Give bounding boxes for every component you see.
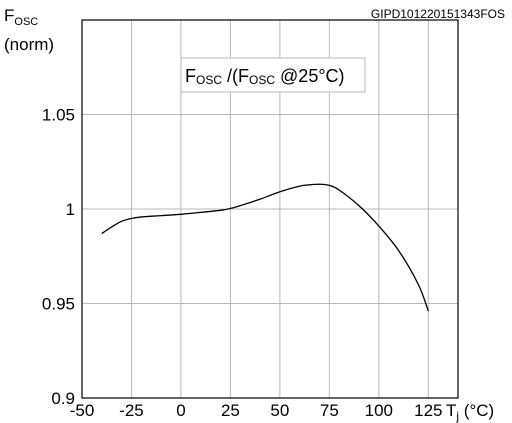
series-line (101, 183, 429, 312)
y-tick-label: 0.95 (42, 295, 75, 314)
x-tick-label: 125 (414, 401, 442, 420)
plot-frame (81, 19, 459, 399)
x-tick-label: -50 (70, 401, 95, 420)
x-tick-label: -25 (119, 401, 144, 420)
x-tick-label: 75 (320, 401, 339, 420)
x-tick-label: 100 (365, 401, 393, 420)
x-tick-label: 0 (176, 401, 185, 420)
y-tick-label: 1.05 (42, 106, 75, 125)
y-tick-label: 0.9 (51, 389, 75, 408)
y-axis-unit: (norm) (4, 35, 54, 54)
x-tick-label: 50 (270, 401, 289, 420)
x-tick-labels: -50 -25 0 25 50 75 100 125 (70, 401, 443, 420)
chart-title: FOSC /(FOSC @25°C) (185, 66, 345, 87)
y-axis-label: FOSC (4, 6, 38, 28)
document-id: GIPD101220151343FOS (371, 7, 505, 21)
grid-horizontal (82, 114, 458, 304)
title-box (180, 57, 366, 93)
x-axis-label: Tj (°C) (446, 401, 494, 423)
x-tick-label: 25 (221, 401, 240, 420)
y-tick-labels: 0.9 0.95 1 1.05 (42, 106, 75, 409)
y-tick-label: 1 (66, 200, 75, 219)
